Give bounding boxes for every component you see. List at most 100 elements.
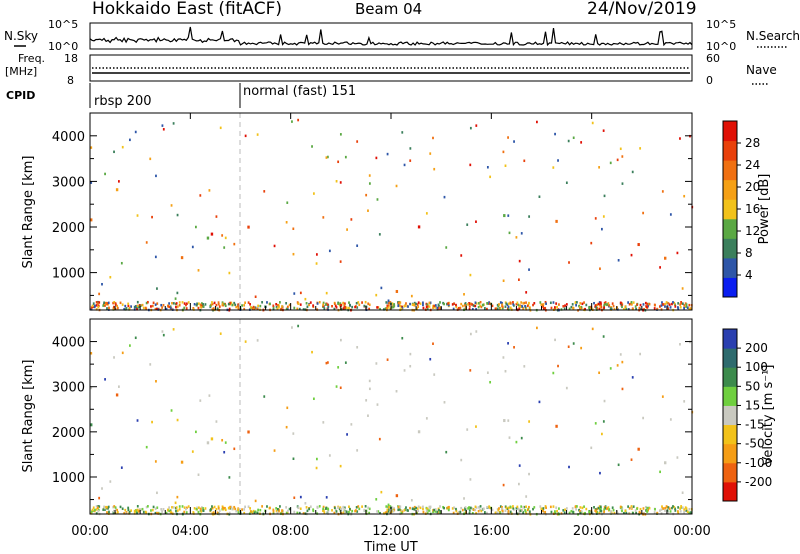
power-cell (348, 306, 350, 310)
velocity-cell (524, 509, 526, 512)
power-cell (610, 306, 612, 309)
power-cell (278, 304, 280, 307)
power-ylabel: Slant Range [km] (21, 156, 36, 269)
velocity-cell (542, 507, 545, 510)
power-cell (212, 307, 215, 310)
power-cell (681, 302, 684, 305)
noise-search-label: N.Search (746, 29, 800, 43)
power-cell (686, 306, 689, 309)
power-cell (425, 305, 428, 309)
velocity-cell (202, 507, 205, 510)
velocity-cell (339, 386, 342, 390)
velocity-cell (563, 511, 566, 514)
velocity-colorbar-label: -200 (745, 475, 772, 489)
power-cell (606, 303, 609, 306)
power-cell (639, 147, 642, 150)
power-cell (461, 304, 464, 308)
velocity-cell (227, 506, 230, 510)
power-cell (470, 303, 473, 306)
velocity-cell (333, 506, 336, 510)
velocity-cell (217, 507, 220, 510)
power-cell (453, 302, 456, 305)
power-cell (128, 306, 131, 310)
velocity-cell (540, 507, 543, 510)
velocity-cell (581, 506, 584, 510)
power-cell (388, 301, 390, 305)
power-cell (523, 159, 526, 163)
power-cell (480, 305, 483, 309)
velocity-cell (215, 507, 218, 511)
power-cell (583, 301, 585, 304)
power-cell (475, 308, 478, 311)
power-cell (361, 301, 363, 304)
power-cell (97, 305, 100, 309)
velocity-cell (401, 336, 404, 340)
power-cell (106, 302, 108, 305)
velocity-cell (209, 508, 212, 512)
power-cell (272, 306, 275, 309)
velocity-cell (679, 510, 682, 513)
power-cell (503, 214, 506, 218)
power-cell (135, 305, 137, 308)
power-cell (367, 209, 369, 212)
power-cell (599, 301, 602, 304)
velocity-cell (571, 507, 574, 510)
velocity-cell (661, 505, 663, 508)
velocity-cell (664, 509, 666, 512)
velocity-cell (237, 511, 240, 514)
velocity-cell (608, 508, 611, 511)
velocity-cell (600, 509, 603, 513)
power-cell (665, 301, 668, 304)
power-cell (660, 304, 663, 307)
colorbar-swatch (723, 199, 737, 220)
velocity-cell (679, 343, 681, 346)
velocity-cell (389, 505, 392, 508)
velocity-colorbar-label: 50 (745, 379, 760, 393)
velocity-cell (505, 506, 508, 510)
velocity-cell (628, 507, 631, 510)
velocity-cell (560, 512, 563, 515)
velocity-cell (638, 510, 641, 514)
velocity-cell (443, 401, 446, 404)
power-cell (632, 308, 634, 311)
velocity-cell (594, 509, 597, 512)
y-tick-label: 4000 (52, 336, 85, 351)
power-cell (237, 304, 239, 307)
velocity-cell (669, 510, 672, 513)
velocity-cell (305, 506, 308, 509)
velocity-cell (539, 505, 542, 508)
power-cell (114, 302, 117, 305)
power-cell (387, 304, 390, 307)
velocity-cell (348, 505, 350, 508)
velocity-cell (150, 509, 152, 512)
colorbar-swatch (723, 160, 737, 181)
velocity-cell (145, 511, 148, 515)
velocity-cell (585, 507, 588, 511)
colorbar-swatch (723, 386, 737, 406)
power-cell (599, 305, 602, 308)
velocity-cell (297, 506, 300, 510)
power-cell (233, 242, 236, 246)
power-cell (387, 299, 390, 302)
velocity-cell (521, 509, 524, 512)
power-cell (119, 301, 122, 305)
velocity-cell (681, 506, 684, 510)
velocity-cell (152, 505, 155, 509)
velocity-cell (90, 512, 93, 515)
freq-tick-top: 18 (64, 52, 78, 65)
power-cell (379, 307, 381, 311)
velocity-cell (642, 507, 645, 510)
power-cell (464, 304, 467, 307)
power-cell (104, 172, 106, 176)
power-cell (399, 305, 402, 308)
power-cell (635, 307, 638, 311)
power-cell (638, 306, 641, 310)
power-cell (463, 293, 465, 296)
power-cell (429, 301, 432, 304)
power-cell (603, 304, 606, 307)
velocity-cell (113, 505, 116, 508)
velocity-cell (213, 505, 216, 509)
power-cell (108, 306, 110, 310)
power-cell (275, 305, 278, 309)
power-cell (128, 308, 131, 311)
